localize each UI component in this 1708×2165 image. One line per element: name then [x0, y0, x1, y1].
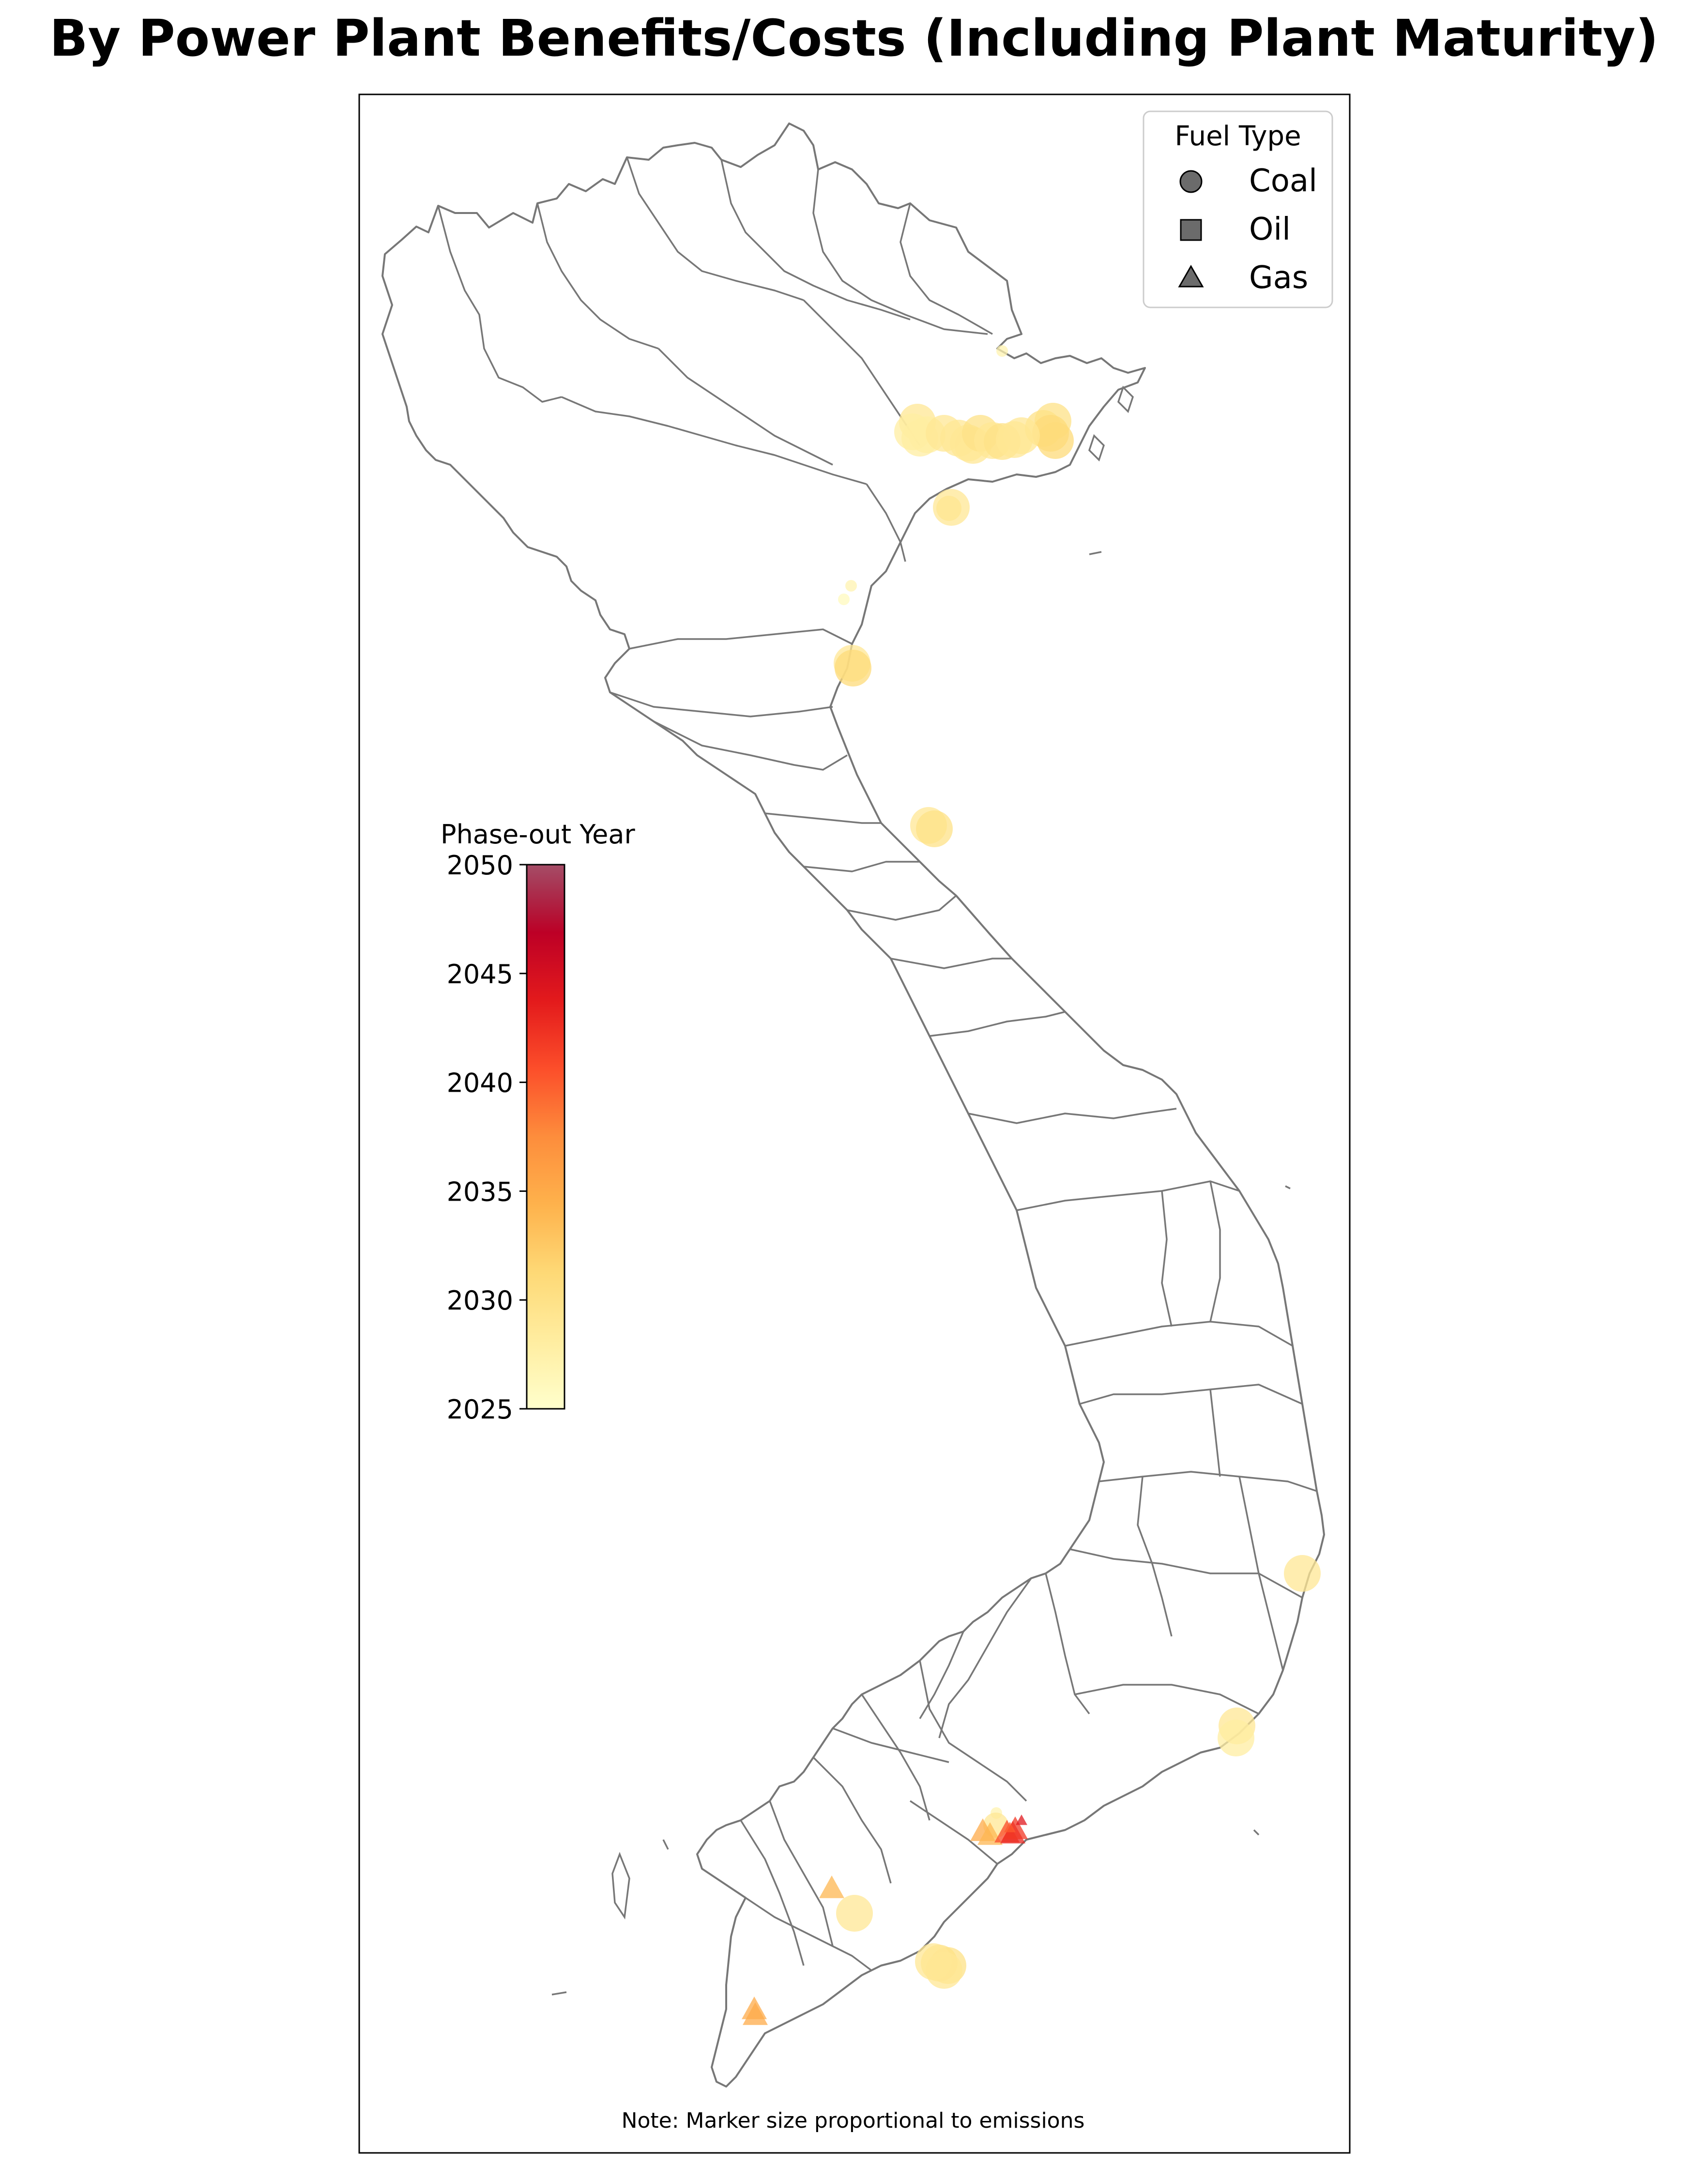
legend-gas-marker — [1178, 264, 1204, 288]
plant-marker-coal — [1003, 417, 1040, 454]
colorbar-tick-label: 2030 — [447, 1285, 513, 1316]
country-outline — [381, 122, 1325, 2088]
plant-marker-coal — [838, 594, 850, 605]
colorbar-scale — [526, 864, 565, 1410]
plant-markers — [742, 345, 1321, 2025]
plant-marker-gas — [1003, 1816, 1028, 1839]
plant-marker-coal — [916, 810, 953, 847]
map-frame — [358, 93, 1351, 2154]
plant-marker-coal — [836, 1895, 873, 1932]
plant-marker-coal — [835, 650, 871, 686]
legend-coal-marker — [1179, 170, 1203, 193]
fuel-type-legend: Fuel Type Coal Oil Gas — [1143, 110, 1333, 308]
legend-oil-marker — [1180, 219, 1202, 241]
legend-oil-label: Oil — [1249, 212, 1291, 247]
plant-marker-gas — [743, 2002, 768, 2025]
plant-marker-coal — [845, 580, 857, 592]
plant-marker-coal — [926, 1952, 962, 1989]
islands — [551, 385, 1291, 1996]
colorbar-title: Phase-out Year — [441, 819, 635, 850]
colorbar-ticks: 2025 2030 2035 2040 2045 2050 — [447, 850, 527, 1425]
plant-marker-gas — [1004, 1822, 1016, 1832]
colorbar: Phase-out Year 2025 2030 2035 2040 2045 2050 — [441, 819, 635, 1425]
colorbar-tick-label: 2035 — [447, 1176, 513, 1207]
legend-box — [1143, 110, 1333, 308]
colorbar-tick-label: 2025 — [447, 1394, 513, 1425]
colorbar-tick-label: 2050 — [447, 850, 513, 881]
plant-marker-coal — [1284, 1555, 1321, 1592]
map-note: Note: Marker size proportional to emissi… — [622, 2108, 1085, 2133]
plant-marker-coal — [933, 489, 970, 526]
plant-marker-coal — [1218, 1720, 1254, 1756]
plant-marker-coal — [996, 345, 1008, 357]
legend-coal-label: Coal — [1249, 163, 1317, 199]
page-title: By Power Plant Benefits/Costs (Including… — [49, 9, 1659, 68]
colorbar-tick-label: 2040 — [447, 1068, 513, 1098]
province-borders — [437, 157, 1317, 1971]
plant-marker-coal — [1037, 422, 1074, 459]
legend-title: Fuel Type — [1174, 121, 1301, 152]
plant-marker-gas — [819, 1875, 844, 1898]
colorbar-tick-label: 2045 — [447, 959, 513, 990]
plant-marker-gas — [1016, 1814, 1027, 1825]
legend-gas-label: Gas — [1249, 260, 1308, 296]
